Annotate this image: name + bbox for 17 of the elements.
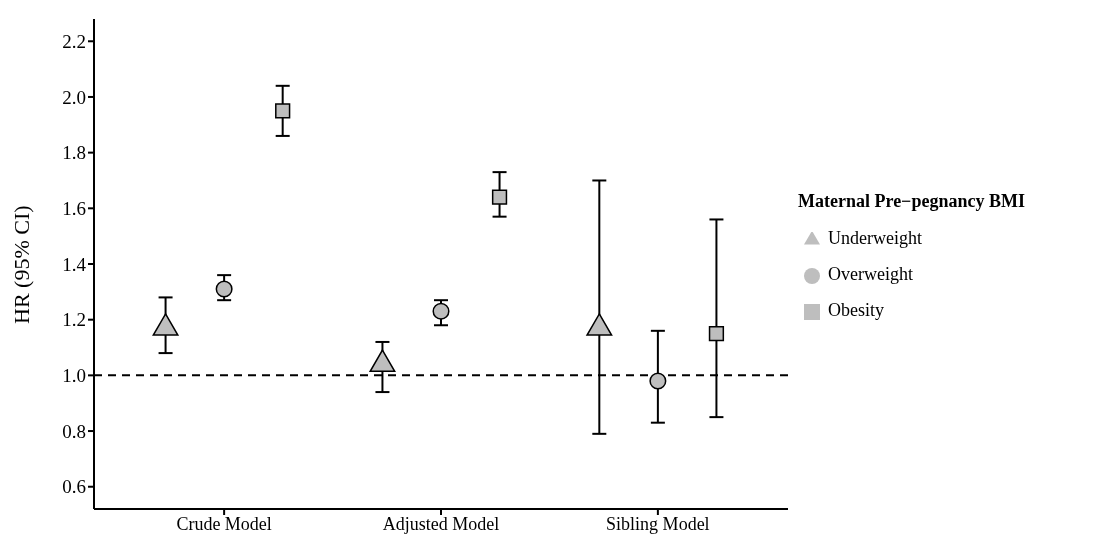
x-tick-label: Crude Model [176, 513, 272, 534]
legend-label: Underweight [828, 228, 922, 248]
y-axis-title: HR (95% CI) [8, 205, 34, 324]
y-tick-label: 1.8 [62, 142, 86, 164]
y-tick-label: 0.8 [62, 420, 86, 442]
y-tick-label: 1.2 [62, 309, 86, 331]
y-tick-label: 2.2 [62, 31, 86, 53]
y-tick-label: 2.0 [62, 86, 86, 108]
legend-label: Overweight [828, 264, 913, 284]
legend-title: Maternal Pre−pegnancy BMI [798, 191, 1025, 212]
x-tick-label: Sibling Model [606, 513, 710, 534]
y-tick-label: 0.6 [62, 476, 86, 498]
y-tick-label: 1.4 [62, 253, 87, 275]
legend-label: Obesity [828, 300, 884, 320]
x-tick-label: Adjusted Model [382, 513, 500, 534]
y-tick-label: 1.6 [62, 198, 86, 220]
y-tick-label: 1.0 [62, 365, 86, 387]
